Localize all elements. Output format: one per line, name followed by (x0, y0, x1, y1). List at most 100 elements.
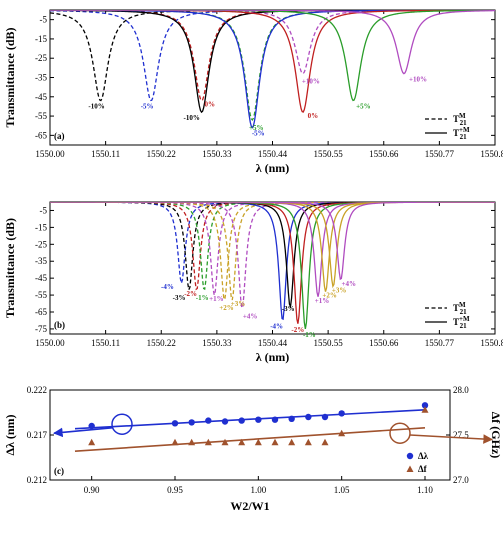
axis-indicator-arrow-right (409, 434, 493, 444)
y-tick-label: -25 (35, 53, 47, 63)
x-tick-label: 1550.55 (314, 338, 344, 348)
data-label: 0% (204, 101, 215, 109)
data-point-triangle (288, 438, 296, 446)
panel-b: 1550.00 1550.11 1550.22 1550.33 1550.44 1550.… (3, 201, 503, 364)
data-label: +4% (243, 313, 258, 321)
y-tick-label: -65 (35, 307, 47, 317)
data-point-triangle (338, 429, 346, 437)
x-tick-label: 1550.44 (258, 149, 288, 159)
x-tick-label: 1550.22 (147, 338, 176, 348)
x-tick-label: 1.10 (417, 485, 433, 495)
y-tick-label: -5 (40, 205, 48, 215)
x-axis-label: λ (nm) (256, 161, 290, 175)
y-tick-label: -65 (35, 130, 47, 140)
data-label: -2% (184, 290, 197, 298)
y-tick-label: -25 (35, 239, 47, 249)
data-point-triangle (421, 406, 429, 413)
data-label: -10% (88, 103, 104, 111)
data-point-circle (338, 410, 345, 417)
y-axis-label: Transmittance (dB) (3, 218, 17, 318)
data-label: -1% (303, 331, 316, 339)
y-tick-label: -55 (35, 111, 47, 121)
legend-marker-triangle (406, 465, 414, 472)
data-label: -5% (252, 130, 265, 138)
data-point-triangle (238, 438, 246, 446)
data-point-circle (305, 413, 312, 421)
x-tick-label: 1550.44 (258, 338, 288, 348)
data-point-circle (205, 417, 212, 424)
x-tick-label: 0.95 (167, 485, 183, 495)
y-tick-label: -75 (35, 324, 47, 334)
data-point-triangle (254, 438, 262, 446)
x-tick-label: 1550.88 (480, 338, 503, 348)
data-label: -3% (173, 294, 186, 302)
y-tick-label-left: 0.217 (27, 430, 48, 440)
data-point-triangle (171, 438, 179, 446)
data-label: +1% (209, 295, 224, 303)
legend-entry: TM 21 (453, 301, 467, 316)
x-axis-label: λ (nm) (256, 350, 290, 364)
data-point-circle (188, 419, 195, 426)
legend-entry: Δf (418, 464, 428, 474)
y-tick-label-left: 0.212 (27, 475, 47, 485)
data-label: -3% (282, 305, 295, 313)
x-tick-label: 1550.00 (35, 149, 65, 159)
y-tick-label-right: 27.5 (453, 430, 469, 440)
data-point-circle (421, 402, 429, 409)
y-tick-label: -45 (35, 92, 47, 102)
y-tick-label-left: 0.222 (27, 385, 47, 395)
series-line-solid-9 (50, 10, 495, 75)
data-label: +5% (356, 103, 371, 111)
series-line-solid-13 (50, 202, 495, 292)
series-line-dashed-0 (50, 202, 495, 286)
data-label: -4% (270, 322, 283, 330)
x-tick-label: 1550.77 (425, 338, 455, 348)
series-line-dashed-4 (50, 202, 495, 296)
series-line-dashed-5 (50, 202, 495, 302)
series-line-solid-7 (50, 10, 495, 113)
data-point-triangle (271, 438, 279, 446)
data-point-triangle (304, 438, 312, 446)
data-point-circle (288, 415, 295, 422)
y-axis-label-left: Δλ (nm) (3, 414, 17, 455)
series-line-solid-5 (50, 10, 495, 114)
y-tick-label: -35 (35, 73, 47, 83)
x-tick-label: 1550.33 (202, 149, 232, 159)
data-label: -2% (291, 326, 304, 334)
x-tick-label: 1550.11 (91, 338, 120, 348)
series-line-dashed-3 (50, 202, 495, 291)
series-line-solid-6 (50, 10, 495, 129)
y-tick-label: -35 (35, 256, 47, 266)
x-tick-label: 1.00 (250, 485, 266, 495)
curves (50, 202, 495, 330)
legend-marker-circle (406, 452, 414, 460)
data-label: +2% (219, 304, 234, 312)
y-tick-label: -15 (35, 34, 47, 44)
x-axis-label: W2/W1 (230, 499, 269, 513)
data-point-triangle (88, 438, 96, 446)
series-line-dashed-2 (50, 202, 495, 291)
x-tick-label: 1550.00 (35, 338, 65, 348)
x-tick-label: 1550.66 (369, 338, 399, 348)
data-point-circle (255, 416, 262, 423)
axis-indicator-circle-left (111, 413, 133, 435)
x-tick-label: 1550.77 (425, 149, 455, 159)
y-tick-label: -5 (40, 15, 48, 25)
y-tick-label: -55 (35, 290, 47, 300)
series-line-solid-14 (50, 202, 495, 289)
data-label: +4% (342, 280, 357, 288)
data-label: +1% (315, 297, 330, 305)
data-label: +3% (332, 287, 347, 295)
panel-label: (b) (54, 320, 65, 330)
data-point-triangle (321, 438, 329, 446)
data-label: +5% (249, 124, 264, 132)
series-line-dashed-3 (50, 10, 495, 122)
data-label: +2% (322, 292, 337, 300)
x-tick-label: 1550.22 (147, 149, 176, 159)
series-line-dashed-6 (50, 202, 495, 301)
x-tick-label: 1550.88 (480, 149, 503, 159)
data-label: -1% (196, 294, 209, 302)
series-line-dashed-2 (50, 10, 495, 102)
data-point-circle (271, 416, 279, 423)
